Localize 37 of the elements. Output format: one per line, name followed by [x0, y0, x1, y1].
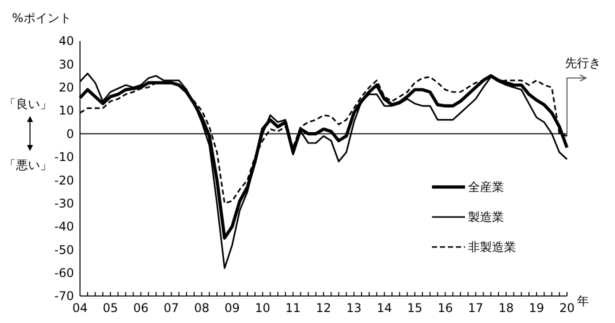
annotation: 先行き	[565, 56, 601, 70]
y-tick-label: 20	[58, 80, 74, 95]
x-tick-label: 05	[102, 301, 118, 315]
y-tick-label: 10	[58, 104, 74, 118]
x-tick-label: 08	[194, 301, 210, 315]
y-tick-label: 40	[58, 34, 74, 48]
x-tick-label: 12	[316, 301, 332, 315]
y-tick-label: -50	[54, 242, 74, 257]
x-tick-label: 07	[164, 301, 179, 315]
y-tick-label: 30	[58, 57, 74, 72]
legend-label: 全産業	[468, 180, 504, 194]
x-tick-label: 19	[528, 301, 544, 315]
text: 「良い」	[4, 97, 52, 111]
legend-label: 非製造業	[468, 240, 516, 254]
y-tick-label: -30	[54, 196, 74, 210]
y-tick-label: 0	[66, 126, 74, 141]
legend-label: 製造業	[468, 210, 504, 224]
x-tick-label: 09	[224, 301, 240, 315]
x-tick-label: 04	[72, 301, 88, 315]
y-tick-label: -40	[54, 220, 74, 234]
y-tick-label: -10	[54, 150, 74, 164]
x-tick-label: 11	[285, 301, 301, 315]
x-tick-label: 10	[254, 301, 270, 315]
x-tick-label: 17	[468, 301, 484, 315]
y-tick-label: -70	[54, 289, 74, 304]
y-tick-label: -20	[54, 173, 74, 188]
x-axis-title: 年	[577, 294, 589, 308]
x-tick-label: 20	[559, 301, 575, 315]
x-tick-label: 16	[438, 301, 453, 315]
text: 「悪い」	[4, 158, 52, 172]
x-tick-label: 15	[407, 301, 422, 315]
x-tick-label: 13	[346, 301, 362, 315]
y-tick-label: -60	[54, 266, 74, 280]
x-tick-label: 18	[498, 301, 514, 315]
x-tick-label: 14	[376, 301, 392, 315]
y-axis-title: %ポイント	[12, 11, 72, 25]
x-tick-label: 06	[133, 301, 149, 315]
